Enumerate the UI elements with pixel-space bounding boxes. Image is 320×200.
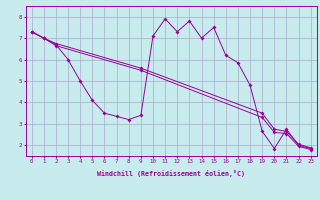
X-axis label: Windchill (Refroidissement éolien,°C): Windchill (Refroidissement éolien,°C) — [97, 170, 245, 177]
